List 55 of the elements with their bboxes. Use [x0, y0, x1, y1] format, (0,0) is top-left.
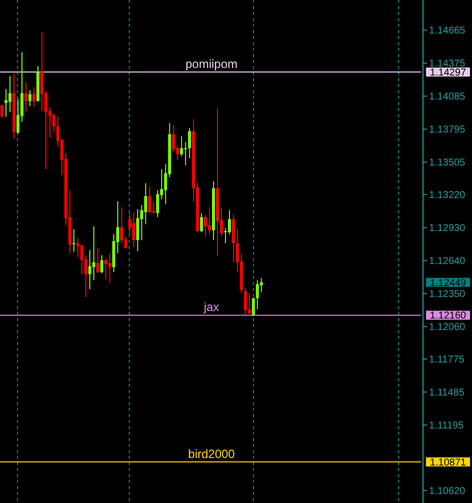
ref-line-label: pomiipom	[185, 57, 238, 72]
candlestick	[256, 280, 259, 310]
ref-line-label: bird2000	[188, 446, 236, 461]
candlestick	[40, 32, 44, 112]
y-tick-label: 1.14665	[429, 26, 466, 37]
candlestick	[148, 186, 152, 214]
candlestick	[28, 90, 32, 107]
candlestick	[184, 142, 188, 166]
candlestick	[132, 212, 136, 248]
candlestick	[120, 206, 124, 244]
y-tick-label: 1.11195	[429, 420, 464, 432]
y-tick-label: 1.13505	[429, 158, 466, 169]
y-tick-label: 1.12060	[429, 322, 466, 334]
candlestick	[188, 128, 192, 159]
y-tick-label: 1.13795	[429, 124, 466, 136]
text: 1.14297	[430, 68, 467, 79]
candlestick	[136, 208, 140, 252]
y-tick-label: 1.11775	[429, 354, 465, 366]
text: 1.12449	[430, 278, 467, 289]
candlestick	[52, 113, 56, 133]
y-tick-label: 1.12930	[429, 223, 466, 234]
candlestick	[200, 212, 204, 233]
candlestick	[88, 250, 92, 290]
candlestick	[204, 214, 208, 238]
candlestick	[228, 210, 231, 235]
y-tick-label: 1.11485	[429, 388, 465, 399]
candlestick	[80, 244, 84, 275]
candlestick	[72, 228, 76, 252]
candlestick	[100, 254, 104, 274]
y-tick-label: 1.14085	[429, 92, 466, 103]
candlestick	[180, 136, 184, 157]
candlestick	[144, 182, 148, 225]
y-tick-label: 1.12640	[429, 256, 466, 268]
candlestick	[0, 104, 4, 118]
candlestick	[32, 86, 36, 107]
y-tick-label: 1.10620	[429, 486, 466, 497]
y-tick-label: 1.14375	[429, 58, 466, 70]
candlestick	[248, 292, 251, 316]
candlestick	[208, 206, 212, 235]
candlestick	[4, 88, 8, 118]
candlestick	[76, 238, 80, 258]
candlestick	[96, 248, 100, 274]
candlestick	[244, 288, 247, 316]
y-tick-label: 1.12350	[429, 289, 466, 300]
candlestick	[156, 190, 160, 218]
ref-line-label: jax	[202, 300, 220, 314]
candlestick	[8, 76, 12, 112]
candlestick	[172, 124, 176, 153]
y-tick-label: 1.13220	[429, 190, 466, 202]
candlestick	[108, 252, 112, 284]
candlestick	[252, 298, 255, 317]
candlestick	[24, 82, 28, 112]
text: 1.10871	[430, 457, 467, 468]
text: 1.12160	[430, 310, 467, 322]
candlestick	[92, 226, 96, 281]
